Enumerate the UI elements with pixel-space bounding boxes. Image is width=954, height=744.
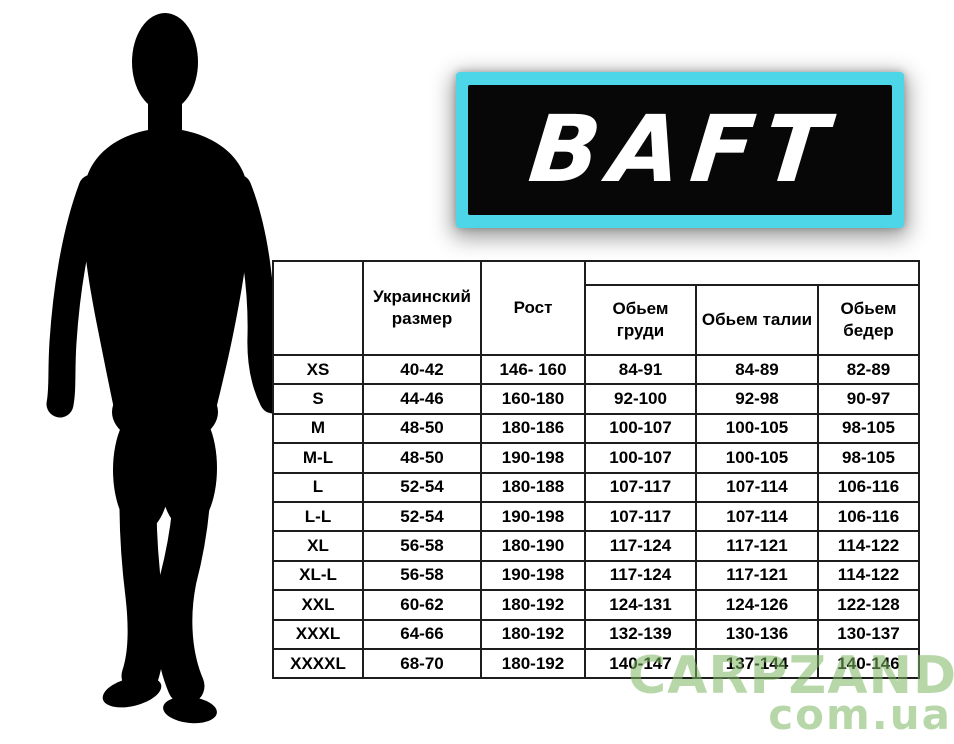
cell-size: XXL bbox=[272, 589, 364, 621]
cell-size: XL bbox=[272, 530, 364, 562]
col-group-header bbox=[584, 260, 920, 286]
cell-hips: 140-146 bbox=[817, 647, 920, 680]
cell-height: 180-186 bbox=[480, 412, 586, 445]
cell-hips: 106-116 bbox=[817, 471, 920, 503]
cell-waist: 117-121 bbox=[695, 559, 819, 592]
cell-chest: 92-100 bbox=[584, 383, 697, 415]
cell-waist: 124-126 bbox=[695, 589, 819, 621]
table-row: XXXL 64-66 180-192 132-139 130-136 130-1… bbox=[272, 618, 920, 650]
cell-hips: 98-105 bbox=[817, 442, 920, 474]
baft-logo: BAFT bbox=[456, 72, 904, 228]
cell-ua-size: 68-70 bbox=[362, 647, 482, 680]
size-chart-table: Украинский размер Рост Обьем груди Обьем… bbox=[272, 260, 920, 680]
cell-waist: 100-105 bbox=[695, 442, 819, 474]
cell-ua-size: 52-54 bbox=[362, 500, 482, 533]
cell-waist: 107-114 bbox=[695, 471, 819, 503]
table-row: M-L 48-50 190-198 100-107 100-105 98-105 bbox=[272, 442, 920, 474]
cell-height: 180-192 bbox=[480, 589, 586, 621]
cell-ua-size: 44-46 bbox=[362, 383, 482, 415]
cell-waist: 100-105 bbox=[695, 412, 819, 445]
cell-hips: 90-97 bbox=[817, 383, 920, 415]
cell-size: XXXL bbox=[272, 618, 364, 650]
cell-ua-size: 48-50 bbox=[362, 442, 482, 474]
cell-chest: 84-91 bbox=[584, 353, 697, 386]
cell-hips: 114-122 bbox=[817, 559, 920, 592]
cell-chest: 132-139 bbox=[584, 618, 697, 650]
col-header-waist: Обьем талии bbox=[695, 284, 819, 356]
cell-height: 160-180 bbox=[480, 383, 586, 415]
cell-waist: 117-121 bbox=[695, 530, 819, 562]
cell-chest: 140-147 bbox=[584, 647, 697, 680]
cell-ua-size: 48-50 bbox=[362, 412, 482, 445]
col-header-chest: Обьем груди bbox=[584, 284, 697, 356]
cell-height: 190-198 bbox=[480, 500, 586, 533]
cell-hips: 82-89 bbox=[817, 353, 920, 386]
table-row: XXXXL 68-70 180-192 140-147 137-144 140-… bbox=[272, 647, 920, 680]
cell-waist: 92-98 bbox=[695, 383, 819, 415]
cell-ua-size: 40-42 bbox=[362, 353, 482, 386]
cell-chest: 117-124 bbox=[584, 559, 697, 592]
cell-size: XL-L bbox=[272, 559, 364, 592]
size-table-header: Украинский размер Рост Обьем груди Обьем… bbox=[272, 260, 920, 356]
size-table-body: XS 40-42 146- 160 84-91 84-89 82-89 S 44… bbox=[272, 353, 920, 680]
table-row: M 48-50 180-186 100-107 100-105 98-105 bbox=[272, 412, 920, 445]
cell-height: 180-192 bbox=[480, 618, 586, 650]
cell-chest: 117-124 bbox=[584, 530, 697, 562]
cell-waist: 137-144 bbox=[695, 647, 819, 680]
cell-size: XXXXL bbox=[272, 647, 364, 680]
cell-size: M bbox=[272, 412, 364, 445]
cell-waist: 107-114 bbox=[695, 500, 819, 533]
col-header-height: Рост bbox=[480, 260, 586, 356]
cell-height: 146- 160 bbox=[480, 353, 586, 386]
cell-chest: 100-107 bbox=[584, 442, 697, 474]
cell-size: XS bbox=[272, 353, 364, 386]
table-row: S 44-46 160-180 92-100 92-98 90-97 bbox=[272, 383, 920, 415]
cell-height: 180-188 bbox=[480, 471, 586, 503]
table-row: L-L 52-54 190-198 107-117 107-114 106-11… bbox=[272, 500, 920, 533]
cell-waist: 130-136 bbox=[695, 618, 819, 650]
cell-height: 180-190 bbox=[480, 530, 586, 562]
col-header-ua-size: Украинский размер bbox=[362, 260, 482, 356]
table-row: XXL 60-62 180-192 124-131 124-126 122-12… bbox=[272, 589, 920, 621]
cell-chest: 107-117 bbox=[584, 471, 697, 503]
watermark-domain: com.ua bbox=[768, 690, 952, 739]
cell-size: L bbox=[272, 471, 364, 503]
cell-size: S bbox=[272, 383, 364, 415]
cell-height: 180-192 bbox=[480, 647, 586, 680]
cell-ua-size: 64-66 bbox=[362, 618, 482, 650]
table-row: L 52-54 180-188 107-117 107-114 106-116 bbox=[272, 471, 920, 503]
table-row: XL-L 56-58 190-198 117-124 117-121 114-1… bbox=[272, 559, 920, 592]
cell-hips: 98-105 bbox=[817, 412, 920, 445]
cell-ua-size: 56-58 bbox=[362, 530, 482, 562]
cell-size: L-L bbox=[272, 500, 364, 533]
cell-ua-size: 60-62 bbox=[362, 589, 482, 621]
cell-chest: 100-107 bbox=[584, 412, 697, 445]
cell-chest: 107-117 bbox=[584, 500, 697, 533]
table-row: XS 40-42 146- 160 84-91 84-89 82-89 bbox=[272, 353, 920, 386]
col-header-hips: Обьем бедер bbox=[817, 284, 920, 356]
cell-hips: 122-128 bbox=[817, 589, 920, 621]
cell-chest: 124-131 bbox=[584, 589, 697, 621]
cell-ua-size: 56-58 bbox=[362, 559, 482, 592]
baft-logo-inner: BAFT bbox=[468, 85, 892, 215]
cell-ua-size: 52-54 bbox=[362, 471, 482, 503]
male-silhouette-figure bbox=[30, 8, 287, 735]
col-header-size bbox=[272, 260, 364, 356]
cell-height: 190-198 bbox=[480, 442, 586, 474]
cell-size: M-L bbox=[272, 442, 364, 474]
cell-height: 190-198 bbox=[480, 559, 586, 592]
cell-hips: 130-137 bbox=[817, 618, 920, 650]
cell-waist: 84-89 bbox=[695, 353, 819, 386]
cell-hips: 106-116 bbox=[817, 500, 920, 533]
baft-logo-text: BAFT bbox=[523, 96, 843, 203]
cell-hips: 114-122 bbox=[817, 530, 920, 562]
male-silhouette bbox=[46, 13, 287, 724]
table-row: XL 56-58 180-190 117-124 117-121 114-122 bbox=[272, 530, 920, 562]
